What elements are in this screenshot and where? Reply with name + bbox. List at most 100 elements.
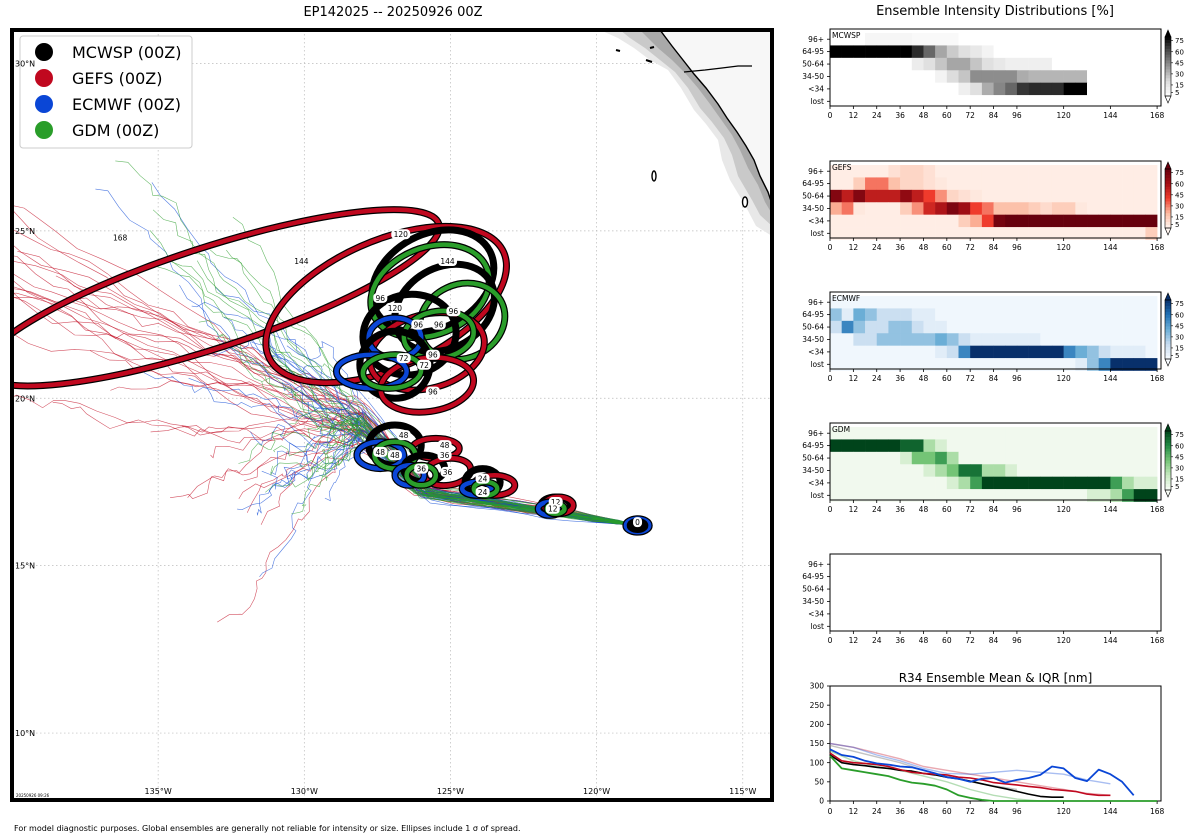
x-tick-label: 48 [919,111,929,120]
heat-cell [1145,489,1158,502]
map-title: EP142025 -- 20250926 00Z [303,5,482,20]
heat-cell [1145,95,1158,108]
heat-cell [970,95,983,108]
heat-cell [853,33,866,46]
heat-cell [1133,57,1146,71]
heat-cell [888,214,901,228]
x-tick-label: 48 [919,243,929,252]
heat-cell [970,345,983,359]
heat-cell [1087,427,1099,440]
heat-cell [1075,489,1088,502]
heat-cell [1063,308,1076,322]
heat-cell [935,439,948,453]
heat-cell [1087,345,1099,359]
heat-cell [1040,476,1053,490]
ellipse-label-bg [391,229,411,240]
heat-cell [1005,70,1018,83]
ellipse-label: 24 [478,475,488,484]
ellipse-label: 48 [390,451,400,460]
heat-cell [841,296,854,309]
heat-cell [923,95,936,108]
heat-cell [1110,439,1123,453]
ellipse-label-bg [545,503,560,514]
heat-cell [1051,202,1064,215]
heat-cell [1133,189,1146,203]
colorbar-segment [1165,204,1171,208]
ellipse-label-bg [475,473,490,484]
row-label: <34 [808,216,824,225]
heat-cell [911,320,924,334]
ellipse-label-bg [633,517,643,528]
heat-cell [1063,476,1076,490]
colorbar-segment [1165,478,1171,482]
x-tick-label: 72 [965,243,975,252]
heat-cell [993,439,1006,453]
heat-cell [1040,33,1053,46]
heat-cell [900,189,913,203]
panel-frame [829,291,1162,370]
heat-cell [865,214,878,228]
colorbar-frame [1164,430,1172,491]
heat-cell [876,464,889,477]
heat-cell [911,202,924,215]
heat-cell [876,333,889,346]
panel-title: MCWSP [832,31,861,40]
heat-cell [935,214,948,228]
colorbar-segment [1165,48,1171,53]
heat-cell [1075,45,1088,59]
x-tick-label: 120 [1056,374,1071,383]
us-mexico-border [683,65,752,73]
colorbar-segment [1165,225,1171,229]
heat-cell [830,45,842,59]
heat-cell [1016,489,1029,502]
heat-cell [1098,202,1111,215]
heat-cell [841,439,854,453]
heat-cell [923,33,936,46]
heat-cell [1063,202,1076,215]
heat-cell [1133,33,1146,46]
heat-cell [1087,320,1099,334]
heat-cell [1016,345,1029,359]
colorbar-segment [1165,451,1171,455]
heat-cell [1005,345,1018,359]
ellipse-label: 96 [428,351,438,360]
heat-cell [1098,489,1111,502]
row-label: 34-50 [802,72,824,81]
heat-cell [900,202,913,215]
heat-cell [970,358,983,371]
heat-cell [958,476,971,490]
x-tick-label: 12 [849,374,859,383]
heat-cell [970,427,983,440]
heat-cell [865,296,878,309]
x-tick-label: 36 [895,111,905,120]
heat-cell [1016,358,1029,371]
heat-cell [993,165,1006,178]
legend-marker-ecmwf [35,95,53,113]
heat-cell [1098,70,1111,83]
heat-cell [1133,464,1146,477]
heat-cell [1040,308,1053,322]
heat-cell [888,57,901,71]
heat-cell [923,177,936,191]
x-tick-label: 24 [872,374,882,383]
heat-cell [1087,439,1099,453]
heat-cell [1028,214,1041,228]
heat-cell [970,82,983,96]
heat-cell [1051,70,1064,83]
heat-cell [993,189,1006,203]
x-tick-label: 48 [919,636,929,645]
heat-cell [970,33,983,46]
colorbar-segment [1165,433,1171,438]
heat-cell [1075,451,1088,465]
ellipse-label-bg [437,450,452,461]
colorbar-segment [1165,78,1171,82]
heat-cell [1133,214,1146,228]
colorbar-segment [1165,302,1171,307]
heat-cell [876,227,889,240]
heat-cell [1063,45,1076,59]
row-label: <34 [808,84,824,93]
member-track-ecmwf [286,341,638,526]
heat-cell [923,439,936,453]
heat-cell [1040,202,1053,215]
heat-cell [853,308,866,322]
